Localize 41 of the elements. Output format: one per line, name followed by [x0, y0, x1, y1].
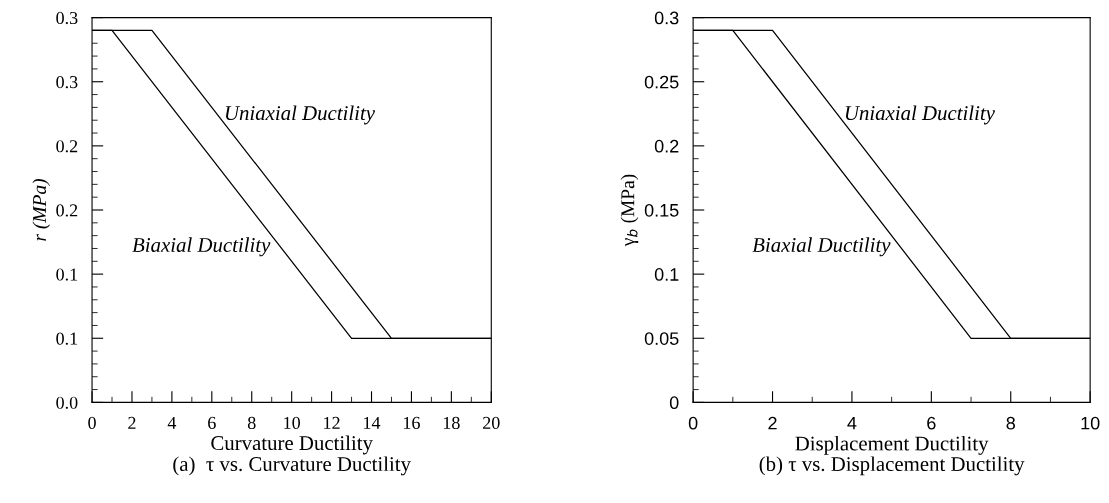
- x-tick-label: 0: [88, 416, 96, 429]
- y-tick-label: 0.1: [56, 268, 78, 281]
- y-axis-title: γ$_{b}$ (MPa): [620, 174, 639, 247]
- series-label: Biaxial Ductility: [752, 237, 891, 257]
- x-tick-label: 12: [324, 416, 340, 429]
- x-axis-title: Displacement Ductility: [795, 435, 989, 455]
- x-tick-label: 2: [128, 416, 136, 429]
- x-tick-label: 6: [208, 416, 216, 429]
- y-tick-label: 0.2: [654, 139, 679, 153]
- x-tick-label: 0: [688, 416, 698, 430]
- x-tick-label: 18: [443, 416, 460, 429]
- y-tick-label: 0.3: [56, 11, 78, 25]
- series-label: Uniaxial Ductility: [225, 105, 375, 125]
- x-tick-label: 6: [927, 416, 936, 430]
- y-tick-label: 0.05: [644, 332, 679, 345]
- y-tick-label: 0.2: [56, 204, 78, 217]
- y-tick-label: 0: [669, 396, 679, 410]
- y-tick-label: 0.2: [56, 140, 78, 153]
- y-tick-label: 0.15: [644, 203, 679, 217]
- y-tick-label: 0.0: [56, 396, 78, 409]
- series-label: Uniaxial Ductility: [845, 105, 995, 125]
- x-tick-label: 10: [284, 416, 301, 429]
- y-tick-label: 0.3: [56, 75, 78, 89]
- x-tick-label: 20: [483, 416, 500, 429]
- text: (b) τ vs. Displacement Ductility: [759, 456, 1025, 476]
- text: (a) τ vs. Curvature Ductility: [173, 456, 411, 476]
- x-tick-label: 14: [364, 416, 381, 429]
- y-tick-label: 0.1: [56, 332, 78, 345]
- y-tick-label: 0.25: [644, 75, 679, 89]
- y-axis-title: r (MPa): [32, 179, 51, 241]
- series-label: Biaxial Ductility: [132, 237, 271, 257]
- x-axis-title: Curvature Ductility: [211, 435, 373, 455]
- x-tick-label: 4: [847, 416, 857, 430]
- x-tick-label: 8: [247, 416, 256, 429]
- x-tick-label: 16: [404, 416, 420, 429]
- x-tick-label: 2: [768, 416, 777, 430]
- y-tick-label: 0.1: [654, 268, 679, 281]
- x-tick-label: 10: [1081, 416, 1100, 430]
- x-tick-label: 8: [1006, 416, 1015, 430]
- x-tick-label: 4: [167, 416, 177, 429]
- y-tick-label: 0.3: [654, 11, 679, 25]
